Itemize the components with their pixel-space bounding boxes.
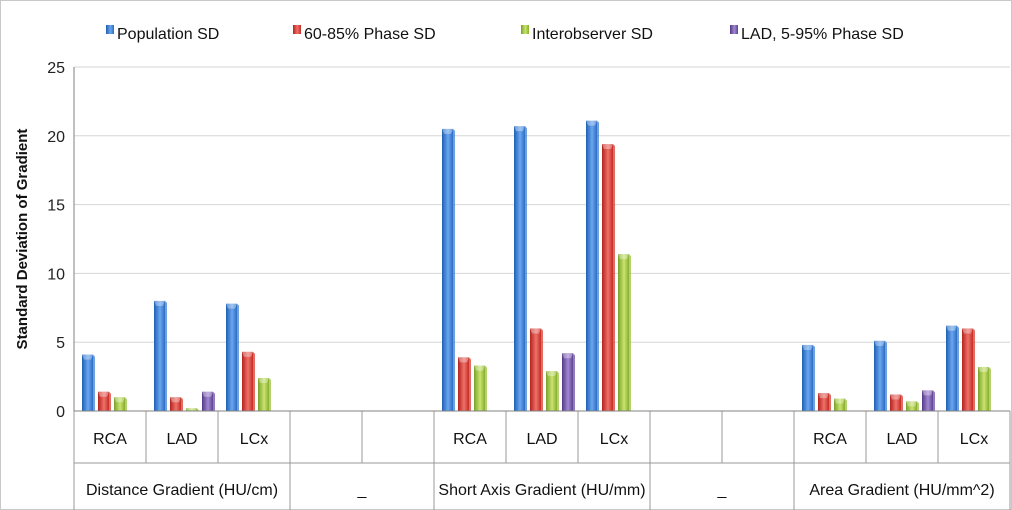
bar — [514, 126, 527, 411]
x-tick-label: LCx — [600, 431, 628, 448]
legend-label: Population SD — [117, 26, 219, 43]
legend-swatch — [106, 25, 114, 34]
bar — [890, 394, 903, 411]
legend-entry: LAD, 5-95% Phase SD — [730, 25, 904, 43]
group-label: Area Gradient (HU/mm^2) — [809, 482, 994, 499]
bar — [562, 353, 575, 411]
bar — [874, 340, 887, 411]
bar — [98, 391, 111, 411]
bar — [114, 397, 127, 411]
bar — [818, 393, 831, 411]
bar — [962, 328, 975, 411]
bar — [906, 401, 919, 411]
bar — [946, 325, 959, 411]
group-label: Short Axis Gradient (HU/mm) — [438, 482, 645, 499]
legend-swatch — [730, 25, 738, 34]
legend-swatch — [293, 25, 301, 34]
x-tick-label: LAD — [526, 431, 557, 448]
bar — [586, 120, 599, 411]
x-tick-label: RCA — [453, 431, 487, 448]
y-tick-label: 15 — [47, 198, 65, 215]
group-label: Distance Gradient (HU/cm) — [86, 482, 278, 499]
bar — [202, 391, 215, 411]
group-label: _ — [717, 482, 728, 499]
bar — [618, 254, 631, 411]
legend-swatch — [521, 25, 529, 34]
legend: Population SD 60-85% Phase SD Interobserve… — [106, 25, 904, 43]
y-tick-label: 25 — [47, 60, 65, 77]
bar — [978, 366, 991, 411]
x-tick-label: LCx — [240, 431, 268, 448]
group-label: _ — [357, 482, 368, 499]
legend-label: 60-85% Phase SD — [304, 26, 436, 43]
bar — [458, 357, 471, 411]
legend-label: LAD, 5-95% Phase SD — [741, 26, 904, 43]
bar — [802, 344, 815, 411]
bar — [82, 354, 95, 411]
legend-entry: Population SD — [106, 25, 219, 43]
bar — [546, 371, 559, 411]
axes: 0 5 10 15 20 25 RCA LAD LCx RCA LAD LCx RCA LAD LCx Dis… — [47, 60, 1011, 510]
y-tick-label: 0 — [56, 404, 65, 421]
bar — [530, 328, 543, 411]
y-tick-label: 5 — [56, 335, 65, 352]
y-tick-label: 20 — [47, 129, 65, 146]
bar — [170, 397, 183, 411]
x-tick-label: RCA — [93, 431, 127, 448]
y-tick-label: 10 — [47, 266, 65, 283]
x-tick-label: LAD — [886, 431, 917, 448]
y-axis-label: Standard Deviation of Gradient — [14, 129, 31, 350]
bar — [834, 398, 847, 411]
x-tick-label: LCx — [960, 431, 988, 448]
x-tick-label: RCA — [813, 431, 847, 448]
bar — [442, 128, 455, 412]
x-tick-label: LAD — [166, 431, 197, 448]
legend-entry: Interobserver SD — [521, 25, 653, 43]
legend-entry: 60-85% Phase SD — [293, 25, 436, 43]
bar — [154, 300, 167, 411]
bar — [258, 377, 271, 411]
bars — [82, 120, 991, 414]
bar — [922, 390, 935, 411]
bar — [474, 365, 487, 411]
bar — [226, 303, 239, 411]
legend-label: Interobserver SD — [532, 26, 653, 43]
bar — [602, 144, 615, 411]
bar — [242, 351, 255, 411]
